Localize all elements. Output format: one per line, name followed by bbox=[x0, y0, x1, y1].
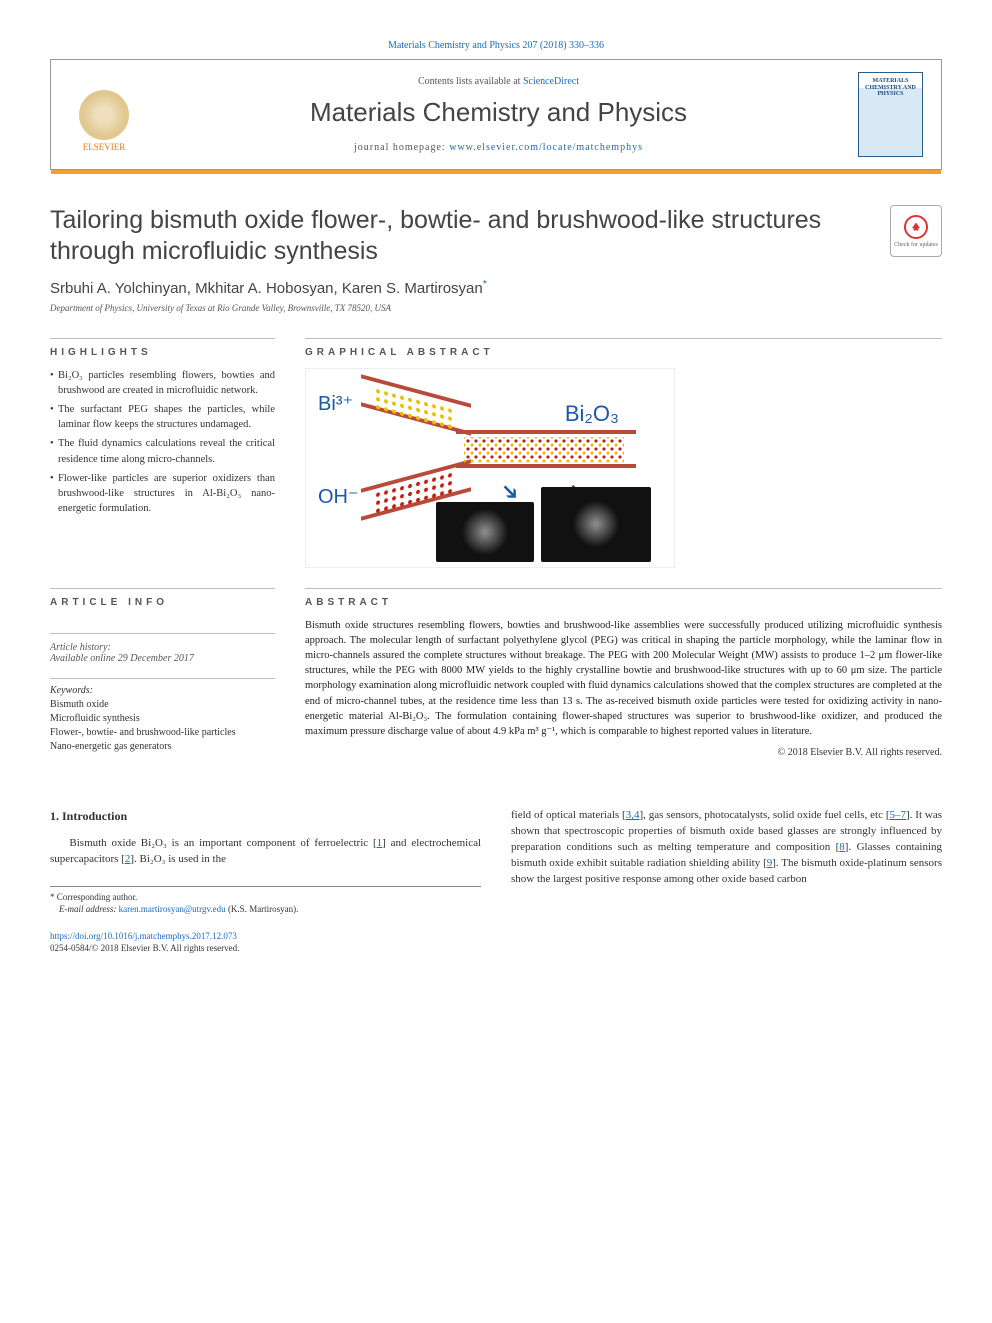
highlight-item: The fluid dynamics calculations reveal t… bbox=[50, 436, 275, 466]
citation-line: Materials Chemistry and Physics 207 (201… bbox=[50, 40, 942, 51]
highlight-item: The surfactant PEG shapes the particles,… bbox=[50, 402, 275, 432]
journal-homepage-line: journal homepage: www.elsevier.com/locat… bbox=[139, 142, 858, 153]
updates-badge-label: Check for updates bbox=[894, 242, 938, 248]
corr-label: * Corresponding author. bbox=[50, 891, 481, 904]
ga-sem-image-2 bbox=[541, 487, 651, 562]
journal-name: Materials Chemistry and Physics bbox=[139, 97, 858, 128]
intro-text: ]. Bi₂O₃ is used in the bbox=[130, 853, 226, 865]
ga-label-oh: OH⁻ bbox=[318, 484, 359, 509]
elsevier-logo: ELSEVIER bbox=[69, 77, 139, 152]
keywords-label: Keywords: bbox=[50, 685, 275, 696]
intro-paragraph-1: Bismuth oxide Bi₂O₃ is an important comp… bbox=[50, 836, 481, 868]
ref-link-3-4[interactable]: 3,4 bbox=[626, 809, 640, 821]
issn-copyright-line: 0254-0584/© 2018 Elsevier B.V. All right… bbox=[50, 943, 239, 953]
copyright-line: © 2018 Elsevier B.V. All rights reserved… bbox=[305, 747, 942, 758]
ga-sem-image-1 bbox=[436, 502, 534, 562]
article-title: Tailoring bismuth oxide flower-, bowtie-… bbox=[50, 205, 870, 268]
graphical-abstract-figure: Bi³⁺ OH⁻ Bi₂O₃ ➔ ➔ bbox=[305, 368, 675, 568]
keyword: Flower-, bowtie- and brushwood-like part… bbox=[50, 726, 275, 740]
corr-name: (K.S. Martirosyan). bbox=[226, 904, 299, 914]
graphical-abstract-heading: GRAPHICAL ABSTRACT bbox=[305, 338, 942, 358]
highlight-item: Flower-like particles are superior oxidi… bbox=[50, 471, 275, 517]
authors-text: Srbuhi A. Yolchinyan, Mkhitar A. Hobosya… bbox=[50, 280, 483, 297]
contents-prefix: Contents lists available at bbox=[418, 76, 523, 87]
history-text: Available online 29 December 2017 bbox=[50, 653, 194, 664]
corresponding-author-note: * Corresponding author. E-mail address: … bbox=[50, 886, 481, 916]
corresponding-email-link[interactable]: karen.martirosyan@utrgv.edu bbox=[119, 904, 226, 914]
keyword: Nano-energetic gas generators bbox=[50, 740, 275, 754]
homepage-prefix: journal homepage: bbox=[354, 142, 449, 153]
affiliation: Department of Physics, University of Tex… bbox=[50, 303, 942, 313]
corresponding-mark: * bbox=[483, 278, 487, 290]
history-label: Article history: bbox=[50, 642, 111, 653]
article-info-heading: ARTICLE INFO bbox=[50, 588, 275, 608]
crossmark-icon bbox=[904, 215, 928, 239]
ga-dots-mixed bbox=[464, 437, 624, 463]
page-footer: https://doi.org/10.1016/j.matchemphys.20… bbox=[50, 930, 942, 955]
journal-header: ELSEVIER Contents lists available at Sci… bbox=[50, 59, 942, 170]
abstract-heading: ABSTRACT bbox=[305, 588, 942, 608]
email-label: E-mail address: bbox=[59, 904, 119, 914]
intro-text: Bismuth oxide Bi₂O₃ is an important comp… bbox=[69, 837, 376, 849]
highlights-heading: HIGHLIGHTS bbox=[50, 338, 275, 358]
ref-link-5-7[interactable]: 5–7 bbox=[890, 809, 907, 821]
body-columns: 1. Introduction Bismuth oxide Bi₂O₃ is a… bbox=[50, 808, 942, 915]
journal-cover-thumbnail: MATERIALS CHEMISTRY AND PHYSICS bbox=[858, 72, 923, 157]
abstract-text: Bismuth oxide structures resembling flow… bbox=[305, 618, 942, 740]
publisher-name: ELSEVIER bbox=[83, 142, 126, 152]
check-updates-badge[interactable]: Check for updates bbox=[890, 205, 942, 257]
highlights-list: Bi₂O₃ particles resembling flowers, bowt… bbox=[50, 368, 275, 517]
ga-label-bi: Bi³⁺ bbox=[318, 391, 353, 416]
doi-link[interactable]: https://doi.org/10.1016/j.matchemphys.20… bbox=[50, 931, 237, 941]
sciencedirect-link[interactable]: ScienceDirect bbox=[523, 76, 579, 87]
introduction-heading: 1. Introduction bbox=[50, 808, 481, 825]
intro-text: ], gas sensors, photocatalysts, solid ox… bbox=[639, 809, 889, 821]
article-info-block: Article history: Available online 29 Dec… bbox=[50, 633, 275, 754]
elsevier-tree-icon bbox=[79, 90, 129, 140]
keyword: Bismuth oxide bbox=[50, 698, 275, 712]
contents-list-line: Contents lists available at ScienceDirec… bbox=[139, 76, 858, 87]
keyword: Microfluidic synthesis bbox=[50, 712, 275, 726]
cover-title-text: MATERIALS CHEMISTRY AND PHYSICS bbox=[859, 76, 922, 100]
intro-paragraph-2: field of optical materials [3,4], gas se… bbox=[511, 808, 942, 888]
highlight-item: Bi₂O₃ particles resembling flowers, bowt… bbox=[50, 368, 275, 398]
intro-text: field of optical materials [ bbox=[511, 809, 626, 821]
ga-label-product: Bi₂O₃ bbox=[565, 401, 619, 427]
author-list: Srbuhi A. Yolchinyan, Mkhitar A. Hobosya… bbox=[50, 278, 942, 297]
journal-homepage-link[interactable]: www.elsevier.com/locate/matchemphys bbox=[449, 142, 643, 153]
